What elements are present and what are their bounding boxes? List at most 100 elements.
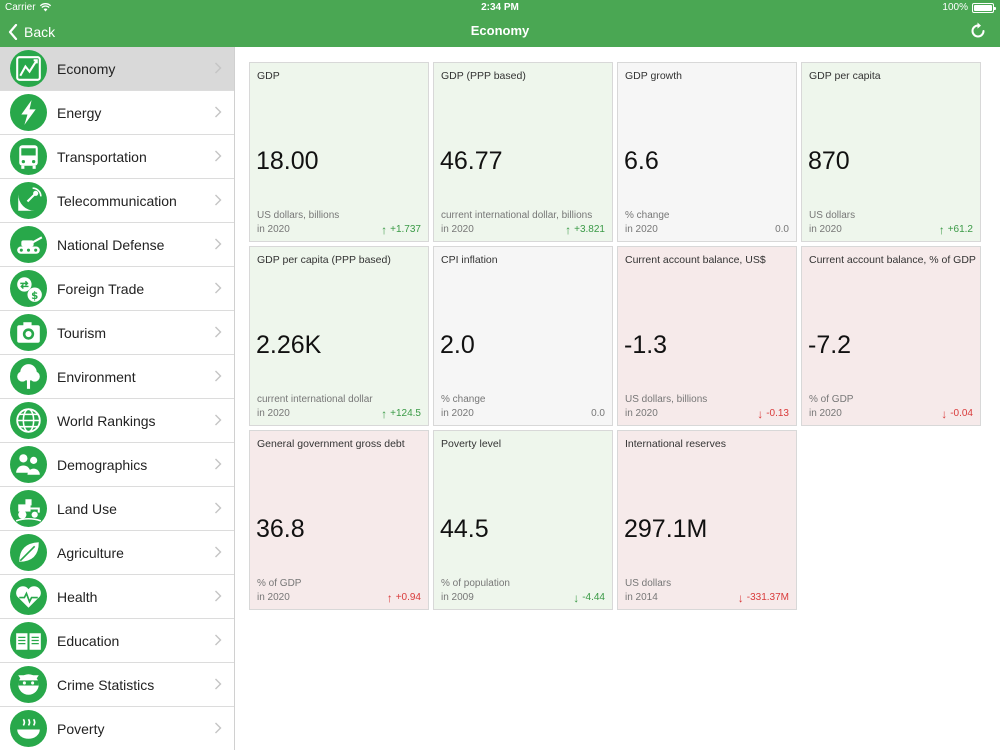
sidebar-item-label: Land Use (57, 501, 117, 517)
indicator-tile[interactable]: International reserves 297.1M US dollars in… (617, 430, 797, 610)
chevron-right-icon (215, 414, 222, 426)
indicator-tile[interactable]: GDP growth 6.6 % change in 2020 0.0 (617, 62, 797, 242)
sidebar-item-label: Agriculture (57, 545, 124, 561)
tile-title: Current account balance, % of GDP (809, 254, 976, 266)
trend-arrow-icon: ↓ (737, 590, 744, 605)
carrier-indicator: Carrier (5, 2, 51, 13)
tile-year: in 2020 (625, 224, 658, 235)
tile-unit: current international dollar (257, 394, 373, 405)
sidebar-item-national-defense[interactable]: National Defense (0, 223, 234, 267)
indicator-tile[interactable]: Poverty level 44.5 % of population in 2009 ↓… (433, 430, 613, 610)
tile-change-value: +3.821 (574, 224, 605, 235)
battery-indicator: 100% (942, 2, 996, 13)
sidebar-item-label: Telecommunication (57, 193, 177, 209)
nav-bar: Back Economy (0, 16, 1000, 47)
indicator-tile[interactable]: GDP 18.00 US dollars, billions in 2020 ↑ +1.7… (249, 62, 429, 242)
tile-year: in 2020 (625, 408, 658, 419)
chevron-right-icon (215, 590, 222, 602)
sidebar-item-environment[interactable]: Environment (0, 355, 234, 399)
indicator-tile[interactable]: CPI inflation 2.0 % change in 2020 0.0 (433, 246, 613, 426)
sidebar-item-label: Transportation (57, 149, 147, 165)
trend-arrow-icon: ↑ (938, 222, 945, 237)
book-icon (10, 622, 47, 659)
tile-title: GDP per capita (PPP based) (257, 254, 391, 266)
sidebar-item-label: Economy (57, 61, 116, 77)
indicator-tile[interactable]: GDP per capita (PPP based) 2.26K current i… (249, 246, 429, 426)
tile-year: in 2020 (257, 592, 290, 603)
battery-icon (972, 2, 996, 13)
tile-year: in 2020 (809, 408, 842, 419)
satellite-dish-icon (10, 182, 47, 219)
trend-arrow-icon: ↓ (573, 590, 580, 605)
tile-year: in 2014 (625, 592, 658, 603)
back-button[interactable]: Back (8, 21, 55, 43)
bus-icon (10, 138, 47, 175)
tile-title: Poverty level (441, 438, 502, 450)
tile-value: -7.2 (808, 331, 852, 359)
chevron-right-icon (215, 238, 222, 250)
tile-unit: % change (625, 210, 670, 221)
sidebar-item-energy[interactable]: Energy (0, 91, 234, 135)
tile-unit: % of GDP (809, 394, 854, 405)
back-label: Back (24, 24, 56, 40)
trend-arrow-icon: ↑ (386, 590, 393, 605)
tile-title: GDP per capita (809, 70, 881, 82)
carrier-label: Carrier (5, 2, 36, 13)
sidebar-item-agriculture[interactable]: Agriculture (0, 531, 234, 575)
chevron-right-icon (215, 546, 222, 558)
sidebar-item-tourism[interactable]: Tourism (0, 311, 234, 355)
tile-title: General government gross debt (257, 438, 405, 450)
tile-year: in 2009 (441, 592, 474, 603)
heart-pulse-icon (10, 578, 47, 615)
sidebar-item-world-rankings[interactable]: World Rankings (0, 399, 234, 443)
tile-change: ↑ +0.94 (386, 590, 421, 605)
tile-title: Current account balance, US$ (625, 254, 766, 266)
tile-value: 870 (808, 147, 850, 175)
chart-icon (10, 50, 47, 87)
tile-change-value: 0.0 (775, 224, 789, 235)
sidebar-item-foreign-trade[interactable]: $ Foreign Trade (0, 267, 234, 311)
tile-change-value: +61.2 (947, 224, 973, 235)
trend-arrow-icon: ↑ (381, 222, 388, 237)
chevron-right-icon (215, 194, 222, 206)
tile-change: ↑ +124.5 (381, 408, 421, 420)
sidebar-item-poverty[interactable]: Poverty (0, 707, 234, 750)
sidebar-item-transportation[interactable]: Transportation (0, 135, 234, 179)
trend-arrow-icon: ↑ (565, 222, 572, 237)
sidebar-item-label: Environment (57, 369, 136, 385)
chevron-right-icon (215, 722, 222, 734)
indicator-tile[interactable]: Current account balance, % of GDP -7.2 % o… (801, 246, 981, 426)
tile-title: International reserves (625, 438, 726, 450)
sidebar-item-demographics[interactable]: Demographics (0, 443, 234, 487)
tile-unit: % of population (441, 578, 510, 589)
chevron-right-icon (215, 106, 222, 118)
page-title: Economy (470, 23, 530, 38)
sidebar-item-economy[interactable]: Economy (0, 47, 234, 91)
indicator-tile[interactable]: GDP per capita 870 US dollars in 2020 ↑ +61.2 (801, 62, 981, 242)
chevron-right-icon (215, 150, 222, 162)
tile-value: 46.77 (440, 147, 503, 175)
sidebar-item-land-use[interactable]: Land Use (0, 487, 234, 531)
chevron-right-icon (215, 326, 222, 338)
tile-change-value: +1.737 (390, 224, 421, 235)
sidebar-item-telecommunication[interactable]: Telecommunication (0, 179, 234, 223)
indicator-tile[interactable]: General government gross debt 36.8 % of GD… (249, 430, 429, 610)
sidebar-item-crime-statistics[interactable]: Crime Statistics (0, 663, 234, 707)
indicator-tile[interactable]: Current account balance, US$ -1.3 US dolla… (617, 246, 797, 426)
tile-year: in 2020 (809, 224, 842, 235)
sidebar-item-label: Education (57, 633, 120, 649)
trend-arrow-icon: ↓ (941, 406, 948, 421)
tile-year: in 2020 (441, 224, 474, 235)
refresh-icon[interactable] (968, 21, 988, 41)
indicator-tile[interactable]: GDP (PPP based) 46.77 current internationa… (433, 62, 613, 242)
tile-title: CPI inflation (441, 254, 498, 266)
sidebar-item-label: World Rankings (57, 413, 156, 429)
sidebar-item-label: Foreign Trade (57, 281, 145, 297)
leaf-icon (10, 534, 47, 571)
globe-icon (10, 402, 47, 439)
status-bar: Carrier 2:34 PM 100% (0, 0, 1000, 16)
sidebar-item-health[interactable]: Health (0, 575, 234, 619)
tile-change: 0.0 (772, 224, 789, 235)
tractor-icon (10, 490, 47, 527)
sidebar-item-education[interactable]: Education (0, 619, 234, 663)
